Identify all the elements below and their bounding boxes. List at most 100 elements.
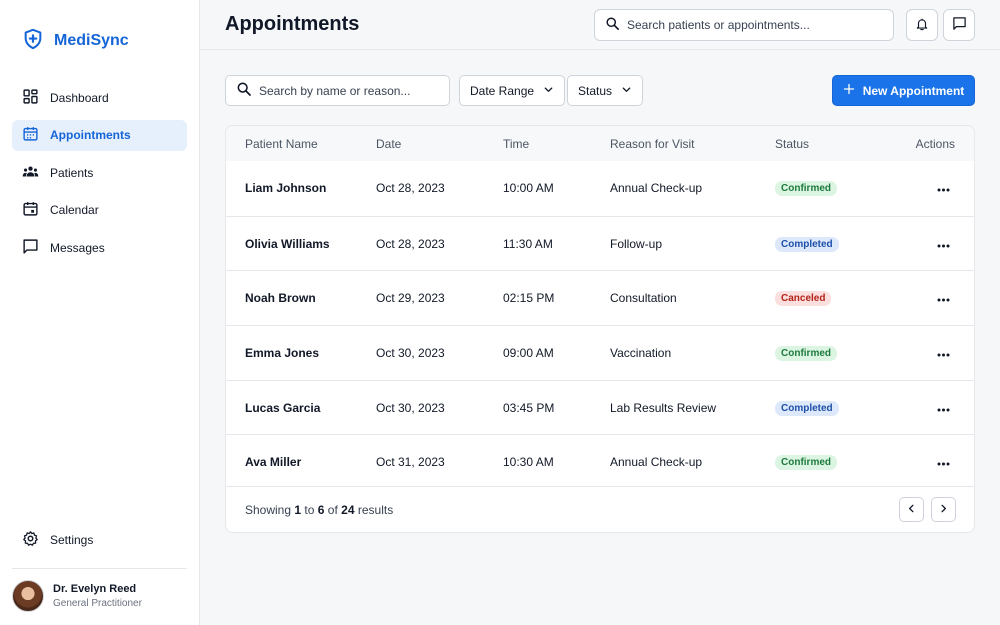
cell-reason: Lab Results Review <box>610 400 717 415</box>
row-actions-button[interactable] <box>931 178 955 198</box>
cell-actions <box>895 178 974 198</box>
chevron-left-icon <box>906 503 917 517</box>
global-search-input[interactable] <box>627 18 867 32</box>
cell-date: Oct 31, 2023 <box>376 455 445 470</box>
table-header: Patient Name Date Time Reason for Visit … <box>226 126 974 161</box>
summary-to-word: to <box>304 502 315 517</box>
cell-status: Confirmed <box>775 454 895 471</box>
column-header-date[interactable]: Date <box>376 136 402 151</box>
new-appointment-button[interactable]: New Appointment <box>832 75 975 106</box>
column-header-time[interactable]: Time <box>503 136 530 151</box>
shield-plus-icon <box>22 28 44 53</box>
row-actions-button[interactable] <box>931 288 955 308</box>
patients-icon <box>22 163 39 183</box>
cell-time: 09:00 AM <box>503 345 554 360</box>
cell-date: Oct 30, 2023 <box>376 345 445 360</box>
cell-patient: Lucas Garcia <box>245 400 321 415</box>
cell-time: 10:30 AM <box>503 455 554 470</box>
cell-patient: Liam Johnson <box>245 181 327 196</box>
summary-from: 1 <box>294 502 302 517</box>
cell-time: 11:30 AM <box>503 236 553 251</box>
status-dropdown[interactable]: Status <box>567 75 644 106</box>
bell-icon <box>915 17 929 34</box>
row-actions-button[interactable] <box>931 398 955 418</box>
topbar: Appointments <box>200 0 1000 50</box>
table-body: Liam Johnson Oct 28, 2023 10:00 AM Annual C… <box>226 161 974 489</box>
summary-prefix: Showing <box>245 502 292 517</box>
appointments-table: Patient Name Date Time Reason for Visit … <box>225 125 975 533</box>
table-row[interactable]: Lucas Garcia Oct 30, 2023 03:45 PM Lab Resu… <box>226 379 974 435</box>
sidebar-item-label: Appointments <box>50 128 131 142</box>
sidebar-divider <box>12 568 187 569</box>
cell-actions <box>895 452 974 472</box>
cell-date: Oct 28, 2023 <box>376 236 445 251</box>
date-range-dropdown[interactable]: Date Range <box>459 75 566 106</box>
user-profile[interactable]: Dr. Evelyn Reed General Practitioner <box>12 580 142 612</box>
table-row[interactable]: Liam Johnson Oct 28, 2023 10:00 AM Annual C… <box>226 161 974 216</box>
plus-icon <box>843 83 855 98</box>
cell-reason: Vaccination <box>610 345 672 360</box>
table-row[interactable]: Ava Miller Oct 31, 2023 10:30 AM Annual Che… <box>226 434 974 489</box>
sidebar-item-patients[interactable]: Patients <box>12 157 187 188</box>
column-header-patient[interactable]: Patient Name <box>245 136 318 151</box>
sidebar-item-settings[interactable]: Settings <box>12 524 187 555</box>
cell-date: Oct 28, 2023 <box>376 181 445 196</box>
calendar-grid-icon <box>22 125 39 145</box>
cell-time: 02:15 PM <box>503 291 555 306</box>
page-title: Appointments <box>225 13 360 35</box>
appointment-search-input[interactable] <box>259 83 439 98</box>
next-page-button[interactable] <box>931 497 956 522</box>
dashboard-icon <box>22 88 39 108</box>
calendar-icon <box>22 200 39 220</box>
cell-status: Canceled <box>775 290 895 307</box>
status-badge: Canceled <box>775 291 832 307</box>
new-appointment-label: New Appointment <box>862 83 965 98</box>
status-badge: Confirmed <box>775 455 837 471</box>
sidebar-item-calendar[interactable]: Calendar <box>12 195 187 226</box>
date-range-label: Date Range <box>470 83 535 98</box>
sidebar-item-appointments[interactable]: Appointments <box>12 119 187 151</box>
cell-actions <box>895 398 974 418</box>
message-icon <box>22 238 39 258</box>
chevron-down-icon <box>621 84 632 98</box>
notifications-button[interactable] <box>906 9 938 41</box>
summary-to: 6 <box>317 502 325 517</box>
cell-reason: Consultation <box>610 291 677 306</box>
row-actions-button[interactable] <box>931 343 955 363</box>
messages-button[interactable] <box>943 9 975 41</box>
sidebar-item-label: Calendar <box>50 203 99 217</box>
user-role: General Practitioner <box>53 598 142 609</box>
status-badge: Completed <box>775 236 839 252</box>
cell-date: Oct 30, 2023 <box>376 400 445 415</box>
more-horizontal-icon <box>937 455 950 469</box>
row-actions-button[interactable] <box>931 234 955 254</box>
row-actions-button[interactable] <box>931 452 955 472</box>
cell-reason: Follow-up <box>610 236 663 251</box>
cell-actions <box>895 234 974 254</box>
cell-status: Completed <box>775 400 895 416</box>
cell-reason: Annual Check-up <box>610 181 703 196</box>
table-row[interactable]: Emma Jones Oct 30, 2023 09:00 AM Vaccinatio… <box>226 325 974 380</box>
chevron-right-icon <box>938 503 949 517</box>
sidebar-item-label: Messages <box>50 240 105 255</box>
summary-of-word: of <box>327 502 338 517</box>
sidebar-item-label: Patients <box>50 165 94 180</box>
sidebar-item-messages[interactable]: Messages <box>12 232 187 263</box>
search-icon <box>236 81 252 100</box>
previous-page-button[interactable] <box>899 497 924 522</box>
cell-status: Confirmed <box>775 345 895 361</box>
more-horizontal-icon <box>937 401 950 415</box>
column-header-reason[interactable]: Reason for Visit <box>610 136 695 151</box>
column-header-status[interactable]: Status <box>775 136 810 151</box>
table-row[interactable]: Olivia Williams Oct 28, 2023 11:30 AM Follo… <box>226 215 974 271</box>
cell-actions <box>895 288 974 308</box>
sidebar-item-dashboard[interactable]: Dashboard <box>12 82 187 113</box>
cell-time: 10:00 AM <box>503 181 554 196</box>
sidebar-nav: Dashboard Appointments Patients Calendar… <box>12 82 187 270</box>
user-name: Dr. Evelyn Reed <box>53 583 137 595</box>
status-badge: Confirmed <box>775 181 837 197</box>
table-row[interactable]: Noah Brown Oct 29, 2023 02:15 PM Consultati… <box>226 270 974 325</box>
cell-reason: Annual Check-up <box>610 455 703 470</box>
brand[interactable]: MediSync <box>22 28 129 53</box>
chat-icon <box>952 16 967 34</box>
